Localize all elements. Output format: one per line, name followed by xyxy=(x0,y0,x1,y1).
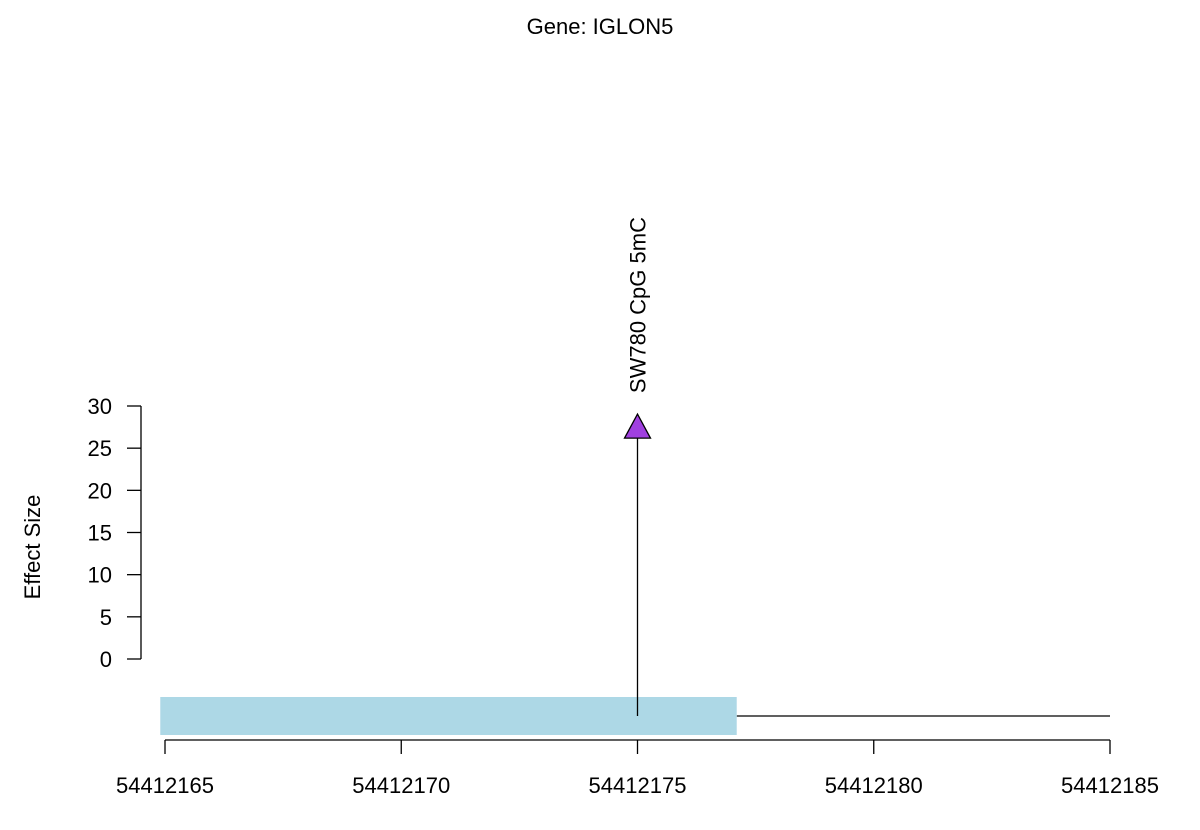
y-tick-label: 15 xyxy=(88,521,112,546)
x-axis: 54412165 54412170 54412175 54412180 54412185 xyxy=(116,739,1159,798)
chart-marks: SW780 CpG 5mC xyxy=(623,217,652,716)
x-tick-label: 54412180 xyxy=(825,773,923,798)
x-tick-label: 54412175 xyxy=(589,773,687,798)
y-axis: 0 5 10 15 20 25 30 xyxy=(88,394,142,672)
exon-box xyxy=(160,697,737,735)
x-tick-label: 54412170 xyxy=(352,773,450,798)
point-label: SW780 CpG 5mC xyxy=(626,217,651,393)
y-tick-label: 0 xyxy=(100,647,112,672)
x-tick-label: 54412165 xyxy=(116,773,214,798)
gene-track xyxy=(160,697,1110,735)
y-tick-label: 5 xyxy=(100,605,112,630)
y-axis-label: Effect Size xyxy=(20,495,45,600)
y-tick-label: 25 xyxy=(88,436,112,461)
y-tick-label: 10 xyxy=(88,563,112,588)
chart-title: Gene: IGLON5 xyxy=(527,14,674,39)
triangle-marker xyxy=(623,412,652,439)
y-tick-label: 20 xyxy=(88,478,112,503)
y-tick-label: 30 xyxy=(88,394,112,419)
x-tick-label: 54412185 xyxy=(1061,773,1159,798)
